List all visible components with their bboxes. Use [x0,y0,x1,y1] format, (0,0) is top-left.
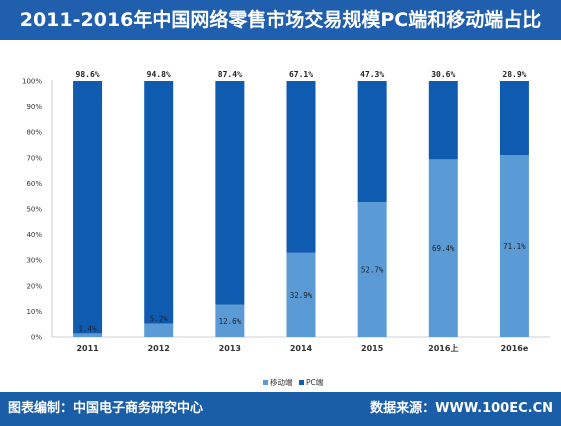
y-tick-label: 0% [31,334,42,342]
y-axis-ticks: 0% 10% 20% 30% 40% 50% 60% 70% 80% 90% 100% [22,78,42,342]
bar-mobile [73,333,103,337]
y-tick-label: 20% [26,282,42,290]
mobile-value-label: 32.9% [290,291,313,300]
x-tick-label: 2013 [219,344,241,353]
bar-mobile [357,202,387,337]
bar-mobile [428,159,458,337]
y-tick-label: 60% [26,180,42,188]
bar-pc [144,81,174,324]
x-tick-label: 2014 [290,344,313,353]
bar-mobile [499,154,529,337]
bar-pc [73,81,103,334]
chart-title: 2011-2016年中国网络零售市场交易规模PC端和移动端占比 [19,9,542,31]
legend: 移动端 PC端 [263,377,324,387]
bars-group: 98.6% 1.4% 94.8% 5.2% 87.4% 12.6% 67.1% 32.9% 47… [73,70,529,337]
bar-mobile [215,304,245,337]
y-tick-label: 90% [26,103,42,111]
pc-value-label: 47.3% [360,70,384,79]
x-axis-labels: 2011 2012 2013 2014 2015 2016上 2016e [76,343,528,353]
x-tick-label: 2015 [361,344,384,353]
x-tick-label: 2016上 [428,343,458,353]
footer-credit: 图表编制：中国电子商务研究中心 [8,401,204,416]
y-tick-label: 40% [26,231,42,239]
y-tick-label: 50% [26,206,42,214]
legend-swatch-mobile [263,380,268,385]
x-tick-label: 2011 [76,344,99,353]
y-tick-label: 100% [22,78,42,86]
footer-source: 数据来源：WWW.100EC.CN [370,401,553,416]
x-tick-label: 2016e [501,344,529,353]
bar-mobile [286,252,316,337]
pc-value-label: 67.1% [289,70,313,79]
pc-value-label: 87.4% [218,70,242,79]
y-tick-label: 70% [26,154,42,162]
mobile-value-label: 71.1% [503,242,526,251]
x-tick-label: 2012 [148,344,170,353]
pc-value-label: 30.6% [431,70,455,79]
pc-value-label: 28.9% [502,70,526,79]
bar-pc [499,81,529,155]
footer-bar: 图表编制：中国电子商务研究中心 数据来源：WWW.100EC.CN [0,392,561,426]
bar-pc [215,81,245,305]
legend-swatch-pc [299,380,304,385]
legend-label-pc: PC端 [306,377,324,387]
mobile-value-label: 5.2% [150,315,169,324]
bar-pc [357,81,387,203]
header-bar: 2011-2016年中国网络零售市场交易规模PC端和移动端占比 [0,0,561,40]
pc-value-label: 98.6% [76,70,100,79]
mobile-value-label: 1.4% [79,324,98,333]
bar-pc [428,81,458,160]
y-tick-label: 30% [26,257,42,265]
y-tick-label: 10% [26,308,42,316]
chart-area: 0% 10% 20% 30% 40% 50% 60% 70% 80% 90% 100% 98.6% 1… [22,70,550,387]
y-tick-label: 80% [26,129,42,137]
legend-label-mobile: 移动端 [270,377,293,387]
pc-value-label: 94.8% [147,70,171,79]
mobile-value-label: 52.7% [361,266,384,275]
mobile-value-label: 69.4% [432,244,455,253]
bar-pc [286,81,316,253]
bar-mobile [144,323,174,337]
mobile-value-label: 12.6% [219,317,242,326]
